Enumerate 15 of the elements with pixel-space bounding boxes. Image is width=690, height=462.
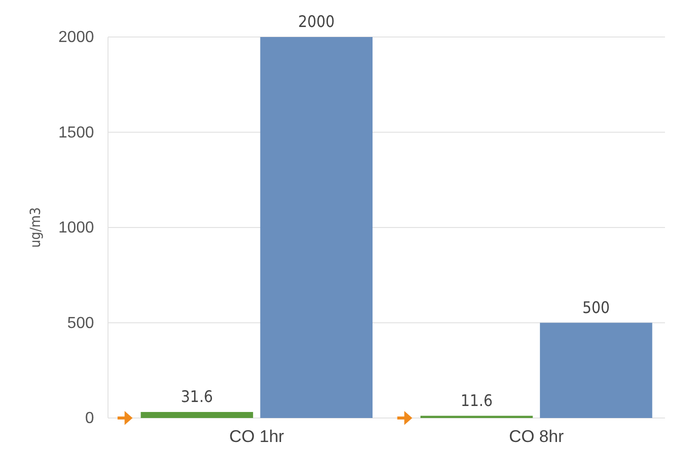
y-tick-label: 2000 (58, 29, 94, 46)
y-axis-title: ug/m3 (28, 207, 44, 248)
bar (540, 322, 652, 418)
y-tick-label: 0 (85, 410, 94, 428)
data-label: 500 (582, 298, 610, 317)
y-tick-label: 500 (67, 314, 94, 332)
bar (140, 412, 254, 418)
x-tick-label: CO 1hr (229, 427, 284, 446)
bar (260, 37, 373, 418)
y-tick-label: 1500 (58, 124, 94, 142)
y-tick-label: 1000 (58, 220, 94, 237)
data-label: 2000 (298, 12, 335, 31)
x-tick-label: CO 8hr (508, 427, 564, 446)
data-label: 31.6 (180, 386, 213, 406)
data-label: 11.6 (460, 390, 493, 410)
